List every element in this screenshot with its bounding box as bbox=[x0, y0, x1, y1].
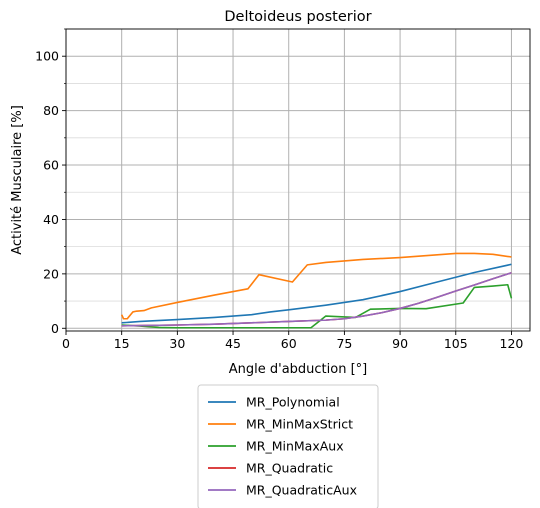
x-tick-label: 120 bbox=[500, 336, 524, 351]
x-tick-label: 60 bbox=[281, 336, 297, 351]
series-line-MR_Quadratic bbox=[121, 272, 512, 327]
legend-box bbox=[197, 384, 379, 508]
series-line-MR_MinMaxStrict bbox=[120, 252, 512, 320]
x-tick-label: 105 bbox=[444, 336, 468, 351]
x-tick-label: 90 bbox=[392, 336, 408, 351]
x-tick-label: 0 bbox=[62, 336, 70, 351]
legend-label: MR_QuadraticAux bbox=[246, 483, 357, 498]
legend: MR_Polynomial MR_MinMaxStrict MR_MinMaxAux… bbox=[197, 384, 379, 508]
legend-label: MR_MinMaxStrict bbox=[246, 417, 353, 432]
chart-title: Deltoideus posterior bbox=[224, 9, 371, 25]
series-line-MR_QuadraticAux bbox=[121, 272, 512, 327]
grid bbox=[65, 28, 530, 331]
y-tick-label: 40 bbox=[43, 212, 59, 227]
x-tick-label: 75 bbox=[336, 336, 352, 351]
y-tick-label: 100 bbox=[35, 49, 59, 64]
x-tick-label: 45 bbox=[225, 336, 241, 351]
y-axis-label: Activité Musculaire [%] bbox=[10, 105, 25, 255]
x-axis-label: Angle d'abduction [°] bbox=[229, 362, 368, 377]
legend-label: MR_Quadratic bbox=[246, 461, 333, 476]
series-line-MR_Polynomial bbox=[121, 263, 512, 324]
series-layer bbox=[120, 252, 513, 329]
y-tick-label: 20 bbox=[43, 266, 59, 281]
y-tick-label: 80 bbox=[43, 103, 59, 118]
x-tick-label: 15 bbox=[114, 336, 130, 351]
y-tick-label: 0 bbox=[51, 321, 59, 336]
ticks: 0 15 30 45 60 75 90 105 120 0 20 40 60 80 100 bbox=[35, 28, 524, 351]
plot-frame bbox=[65, 28, 531, 332]
series-line-MR_MinMaxAux bbox=[121, 283, 513, 329]
y-tick-label: 60 bbox=[43, 158, 59, 173]
legend-label: MR_Polynomial bbox=[246, 395, 340, 410]
x-tick-label: 30 bbox=[169, 336, 185, 351]
legend-label: MR_MinMaxAux bbox=[246, 439, 344, 454]
